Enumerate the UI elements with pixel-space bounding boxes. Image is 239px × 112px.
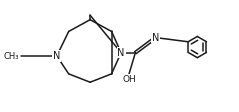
Text: N: N (117, 48, 125, 58)
Text: N: N (53, 51, 60, 61)
Text: OH: OH (122, 75, 136, 84)
Text: N: N (152, 33, 159, 43)
Text: CH₃: CH₃ (4, 52, 19, 60)
